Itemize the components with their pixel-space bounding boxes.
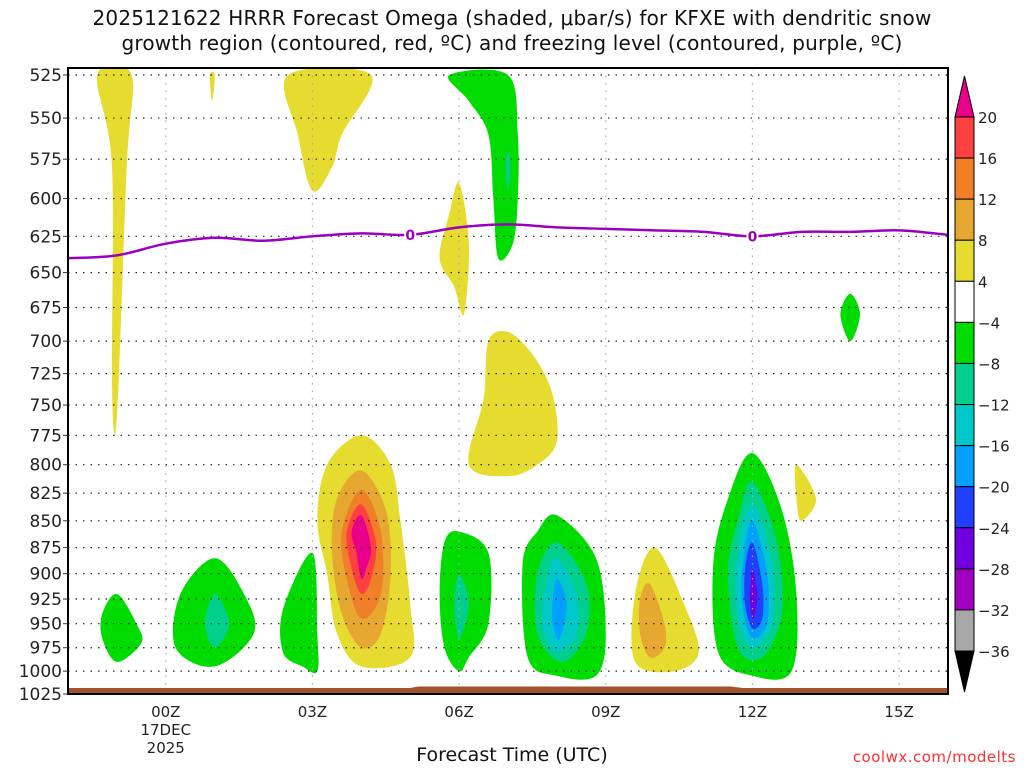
x-tick-label: 12Z	[738, 703, 767, 721]
colorbar-over-arrow	[954, 75, 975, 118]
colorbar-level-label: −36	[978, 643, 1010, 661]
x-tick-sublabel: 17DEC	[140, 721, 191, 739]
y-tick-label: 525	[30, 66, 62, 86]
chart-title-line2: growth region (contoured, red, ºC) and f…	[121, 31, 903, 55]
shaded-regions	[96, 68, 860, 680]
omega-region-yellow-blob-07z	[468, 330, 558, 477]
colorbar-level-label: 8	[978, 232, 988, 250]
y-tick-label: 1000	[19, 662, 62, 682]
shaded-group	[96, 68, 860, 680]
colorbar-bin	[954, 116, 975, 159]
ground-band	[69, 688, 947, 694]
y-tick-label: 750	[30, 396, 62, 416]
y-tick-label: 975	[30, 639, 62, 659]
colorbar-level-label: 20	[978, 109, 997, 127]
chart-title: 2025121622 HRRR Forecast Omega (shaded, …	[0, 6, 1024, 56]
colorbar-bin	[954, 404, 975, 447]
omega-region-blue-08z	[552, 578, 567, 640]
colorbar-level-label: 4	[978, 273, 988, 291]
colorbar-under-arrow	[954, 650, 975, 693]
x-tick-sublabel: 2025	[147, 739, 185, 757]
omega-region-yellow-fan-03z	[283, 68, 373, 192]
colorbar-bin	[954, 568, 975, 611]
y-tick-label: 675	[30, 299, 62, 319]
colorbar-level-label: −24	[978, 520, 1010, 538]
colorbar-level-label: −4	[978, 314, 1000, 332]
freezing-level-line	[67, 223, 949, 260]
x-tick-label: 15Z	[884, 703, 913, 721]
x-tick-label: 03Z	[298, 703, 327, 721]
credit-link[interactable]: coolwx.com/modelts	[852, 748, 1016, 766]
y-tick-label: 700	[30, 332, 62, 352]
colorbar-bin	[954, 157, 975, 200]
colorbar: 20 16 12 8 4 −4 −8 −12 −16 −20 −24 −28 −32 −36	[954, 75, 1010, 693]
ground-raised	[410, 686, 743, 688]
y-tick-label: 875	[30, 539, 62, 559]
y-tick-label: 550	[30, 109, 62, 129]
omega-region-yellow-lens-06z	[439, 182, 470, 316]
colorbar-level-label: 12	[978, 191, 997, 209]
x-tick-label: 06Z	[444, 703, 473, 721]
x-tick-label: 00Z	[151, 703, 180, 721]
chart-title-line1: 2025121622 HRRR Forecast Omega (shaded, …	[92, 6, 932, 30]
ground-surface	[69, 686, 947, 694]
omega-region-teal-speck-07z	[505, 151, 511, 191]
colorbar-level-label: −32	[978, 602, 1010, 620]
y-axis: 525 550 575 600 625 650 675 700 725 750 775 800 825 8…	[19, 66, 68, 705]
omega-region-teal-06z	[454, 573, 469, 639]
y-tick-label: 850	[30, 512, 62, 532]
colorbar-level-label: −12	[978, 397, 1010, 415]
colorbar-level-label: −8	[978, 355, 1000, 373]
y-tick-label: 925	[30, 590, 62, 610]
omega-region-orange-10z	[638, 583, 667, 658]
y-tick-label: 900	[30, 565, 62, 585]
y-tick-label: 575	[30, 150, 62, 170]
colorbar-bin	[954, 280, 975, 323]
y-tick-label: 950	[30, 615, 62, 635]
freezing-level-label: 0	[748, 229, 758, 245]
colorbar-level-label: −16	[978, 438, 1010, 456]
omega-region-green-03z	[280, 552, 319, 674]
colorbar-level-label: −28	[978, 561, 1010, 579]
omega-region-green-streak-07z	[447, 69, 519, 261]
y-tick-label: 825	[30, 484, 62, 504]
colorbar-bin	[954, 445, 975, 488]
colorbar-bin	[954, 527, 975, 570]
colorbar-bin	[954, 362, 975, 406]
omega-region-purple-12z	[750, 568, 758, 620]
colorbar-level-label: −20	[978, 479, 1010, 497]
omega-region-yellow-small-13z	[794, 464, 817, 521]
colorbar-bin	[954, 321, 975, 364]
freezing-label-bg	[404, 226, 417, 243]
y-tick-label: 600	[30, 190, 62, 210]
y-tick-label: 650	[30, 264, 62, 284]
x-tick-label: 09Z	[591, 703, 620, 721]
colorbar-bin	[954, 198, 975, 241]
colorbar-bin	[954, 609, 975, 652]
omega-region-yellow-plume-left	[96, 68, 134, 435]
y-tick-label: 1025	[19, 685, 62, 705]
omega-region-yellow-sliver-top	[209, 71, 215, 102]
freezing-level-label: 0	[405, 228, 415, 244]
colorbar-level-label: 16	[978, 150, 997, 168]
y-tick-label: 800	[30, 456, 62, 476]
y-tick-label: 725	[30, 365, 62, 385]
y-tick-label: 625	[30, 227, 62, 247]
omega-region-teal-01z	[204, 594, 230, 648]
colorbar-bin	[954, 239, 975, 282]
y-tick-label: 775	[30, 426, 62, 446]
plot-frame	[67, 67, 949, 695]
freezing-label-bg	[746, 228, 759, 245]
x-axis-title: Forecast Time (UTC)	[416, 744, 608, 766]
colorbar-bin	[954, 486, 975, 529]
omega-region-green-speck-14z	[840, 293, 860, 342]
omega-region-green-m1z	[100, 593, 143, 662]
